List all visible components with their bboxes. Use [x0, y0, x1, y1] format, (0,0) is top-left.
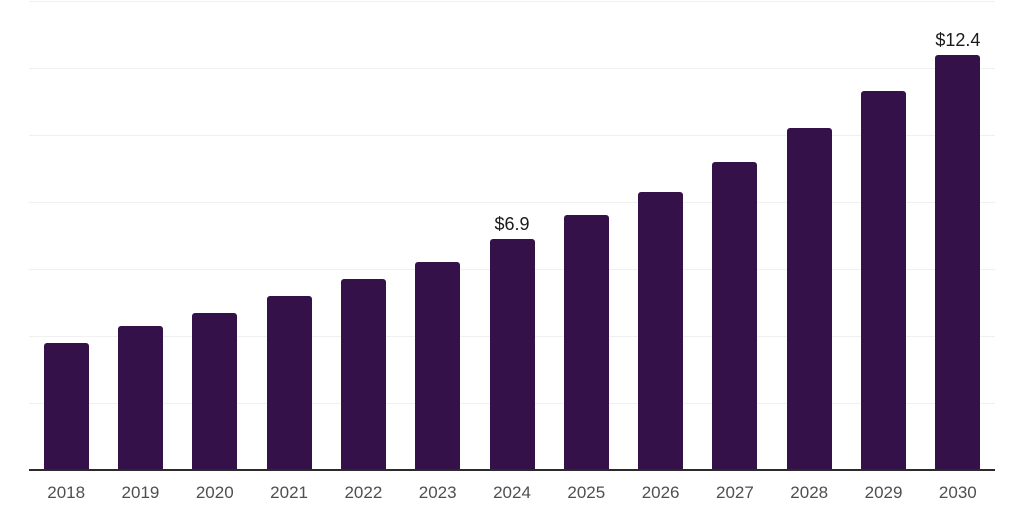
bar [786, 128, 832, 470]
x-axis-line [29, 469, 995, 471]
gridline [29, 135, 995, 136]
bar [415, 262, 461, 470]
x-axis-tick-label: 2026 [641, 483, 680, 502]
x-axis-tick-label: 2018 [47, 483, 86, 502]
x-axis-tick-label: 2022 [344, 483, 383, 502]
bar [489, 239, 535, 470]
bar-value-label: $12.4 [935, 30, 981, 50]
bar-value-label: $6.9 [494, 214, 530, 234]
x-axis-tick-label: 2019 [121, 483, 160, 502]
gridline [29, 1, 995, 2]
bar [563, 215, 609, 470]
x-axis-tick-label: 2021 [270, 483, 308, 502]
x-axis-tick-label: 2027 [716, 483, 754, 502]
bar [861, 91, 907, 470]
x-axis-tick-label: 2024 [493, 483, 531, 502]
bar [712, 162, 758, 470]
x-axis-tick-label: 2020 [195, 483, 234, 502]
x-axis-tick-label: 2025 [567, 483, 606, 502]
x-axis-tick-label: 2030 [938, 483, 977, 502]
bar [192, 313, 238, 470]
gridline [29, 202, 995, 203]
bar [638, 192, 684, 470]
x-axis-tick-label: 2029 [864, 483, 903, 502]
bar [43, 343, 89, 470]
x-axis-tick-label: 2028 [790, 483, 829, 502]
bar [266, 296, 312, 470]
x-axis-tick-label: 2023 [418, 483, 457, 502]
bar [340, 279, 386, 470]
bar [117, 326, 163, 470]
bar [935, 55, 981, 470]
gridline [29, 68, 995, 69]
